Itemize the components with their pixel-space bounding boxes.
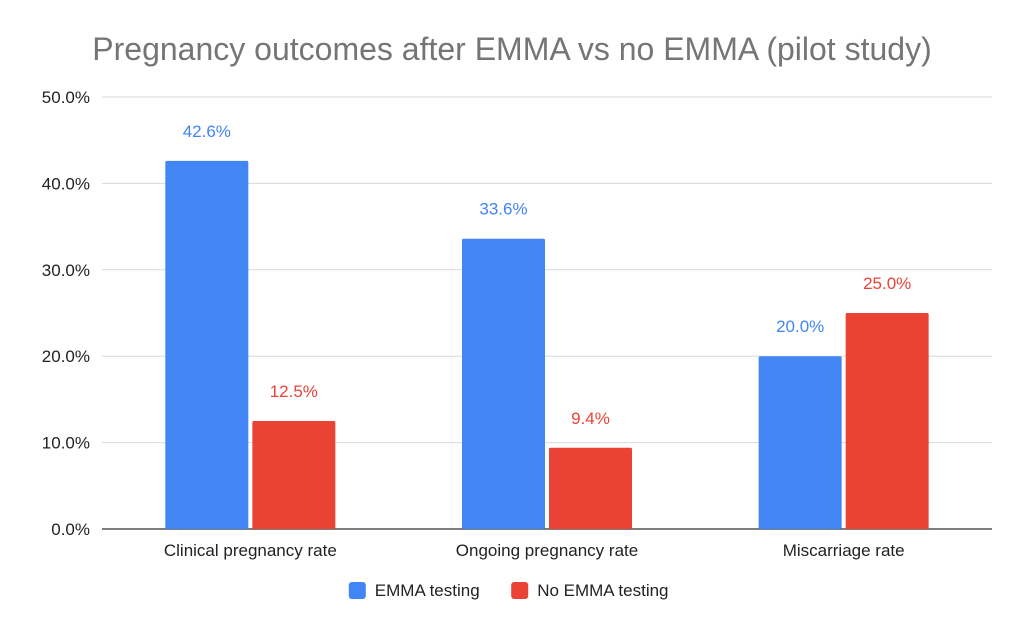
y-tick-label: 0.0% <box>51 520 90 539</box>
legend: EMMA testing No EMMA testing <box>348 581 669 600</box>
chart-title: Pregnancy outcomes after EMMA vs no EMMA… <box>92 31 931 67</box>
y-tick-label: 30.0% <box>42 261 90 280</box>
data-label: 9.4% <box>571 409 610 428</box>
y-tick-label: 20.0% <box>42 347 90 366</box>
legend-label: No EMMA testing <box>537 581 668 600</box>
legend-swatch <box>511 582 529 599</box>
data-label: 25.0% <box>863 274 911 293</box>
y-tick-label: 50.0% <box>42 88 90 107</box>
legend-swatch <box>348 582 366 599</box>
y-tick-label: 40.0% <box>42 174 90 193</box>
x-axis-ticks: Clinical pregnancy rate Ongoing pregnancy… <box>164 541 905 560</box>
bars <box>165 160 929 530</box>
bar <box>165 160 249 529</box>
bar <box>462 238 545 530</box>
data-label: 12.5% <box>270 382 318 401</box>
data-labels: 42.6% 12.5% 33.6% 9.4% 20.0% 25.0% <box>183 122 912 428</box>
bar <box>549 447 632 529</box>
bar <box>845 313 929 529</box>
bar <box>252 421 336 529</box>
x-tick-label: Clinical pregnancy rate <box>164 541 337 560</box>
data-label: 42.6% <box>183 122 231 141</box>
gridlines <box>102 96 992 530</box>
y-tick-label: 10.0% <box>42 434 90 453</box>
y-axis-ticks: 0.0% 10.0% 20.0% 30.0% 40.0% 50.0% <box>42 88 90 539</box>
bar <box>758 356 842 529</box>
x-tick-label: Ongoing pregnancy rate <box>456 541 638 560</box>
legend-label: EMMA testing <box>375 581 480 600</box>
x-tick-label: Miscarriage rate <box>783 541 905 560</box>
data-label: 20.0% <box>776 317 824 336</box>
data-label: 33.6% <box>479 200 527 219</box>
